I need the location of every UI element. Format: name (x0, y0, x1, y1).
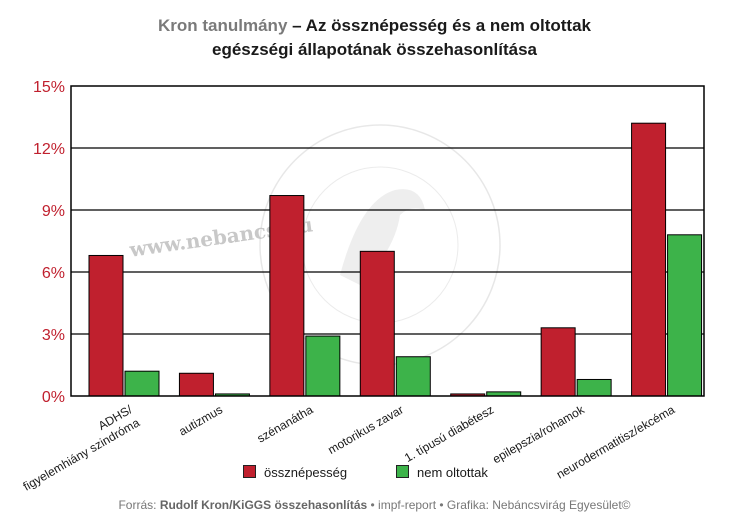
legend-swatch-green (396, 465, 409, 478)
y-tick-label: 9% (42, 203, 65, 220)
x-tick-label: motorikus zavar (325, 402, 405, 456)
y-tick-label: 6% (42, 265, 65, 282)
chart-title: Kron tanulmány – Az össznépesség és a ne… (0, 14, 749, 62)
footer-source: Forrás: Rudolf Kron/KiGGS összehasonlítá… (0, 498, 749, 512)
x-tick-label-line: motorikus zavar (325, 402, 405, 456)
x-tick-label: szénanátha (255, 402, 316, 445)
bar-nemOltottak (667, 234, 703, 397)
x-tick-label-line: autizmus (176, 402, 225, 438)
y-axis: 0% 3% 6% 9% 12% 15% (33, 79, 65, 406)
footer-source-name: Rudolf Kron/KiGGS összehasonlítás (159, 498, 368, 512)
y-tick-label: 3% (42, 327, 65, 344)
legend-label: össznépesség (264, 465, 348, 480)
x-tick-label: 1. típusú diabétesz (402, 402, 496, 464)
legend-label: nem oltottak (417, 465, 488, 480)
y-tick-label: 15% (33, 79, 65, 96)
plot-area-frame (70, 85, 705, 397)
bar-osszNepesseg (269, 195, 305, 397)
bar-nemOltottak (305, 335, 341, 397)
x-tick-label-line: figyelemhiány szindróma (21, 415, 143, 493)
x-tick-label-line: szénanátha (255, 402, 316, 445)
title-rest: – Az össznépesség és a nem oltottak (287, 16, 591, 35)
bar-osszNepesseg (359, 250, 395, 397)
legend-item-nemOltottak: nem oltottak (396, 465, 488, 480)
y-tick-label: 12% (33, 141, 65, 158)
x-tick-label: epilepszia/rohamok (490, 402, 587, 466)
footer-suffix: • impf-report • Grafika: Nebáncsvirág Eg… (367, 498, 631, 512)
footer-prefix: Forrás: (118, 498, 160, 512)
y-tick-label: 0% (42, 389, 65, 406)
x-tick-label-line: epilepszia/rohamok (490, 402, 587, 466)
bar-osszNepesseg (88, 254, 124, 397)
x-tick-label: ADHS/figyelemhiány szindróma (13, 402, 142, 493)
bars (88, 122, 703, 397)
legend-item-osszNepesseg: össznépesség (243, 465, 347, 480)
bar-nemOltottak (124, 370, 160, 397)
bar-osszNepesseg (540, 327, 576, 397)
title-lead: Kron tanulmány (158, 16, 288, 35)
x-tick-label: autizmus (176, 402, 225, 438)
bar-nemOltottak (395, 356, 431, 397)
x-tick-label-line: 1. típusú diabétesz (402, 402, 496, 464)
bar-osszNepesseg (631, 122, 667, 397)
bar-nemOltottak (576, 378, 612, 397)
legend-swatch-red (243, 465, 256, 478)
title-line2: egészségi állapotának összehasonlítása (211, 40, 538, 59)
bar-osszNepesseg (178, 372, 214, 397)
